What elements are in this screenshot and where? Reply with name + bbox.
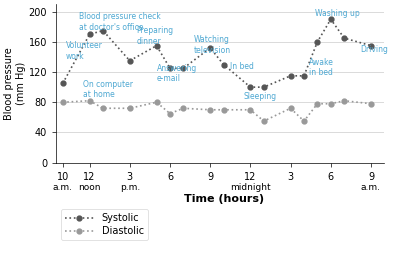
Systolic [329,18,333,21]
Text: Awake
in bed: Awake in bed [309,58,334,77]
Text: a.m.: a.m. [361,183,381,192]
Diastolic [181,107,186,110]
Systolic [315,40,320,43]
Systolic [221,63,226,66]
Diastolic [127,107,132,110]
Line: Systolic: Systolic [60,17,374,90]
Text: Washing up: Washing up [315,9,359,18]
Diastolic [262,120,266,123]
Legend: Systolic, Diastolic: Systolic, Diastolic [61,210,148,240]
Text: p.m.: p.m. [120,183,140,192]
Diastolic [100,107,105,110]
Systolic [181,67,186,70]
Text: midnight: midnight [230,183,271,192]
Systolic [87,33,92,36]
Systolic [127,59,132,62]
Systolic [60,82,65,85]
Text: On computer
at home: On computer at home [83,80,133,99]
Systolic [302,74,307,77]
Text: Preparing
dinner: Preparing dinner [136,26,174,46]
Diastolic [329,102,333,105]
Diastolic [288,107,293,110]
Diastolic [154,101,159,104]
Text: In bed: In bed [230,62,254,70]
Systolic [342,36,347,40]
Text: Answering
e-mail: Answering e-mail [156,64,197,83]
Diastolic [315,102,320,105]
Diastolic [87,99,92,102]
Text: Driving: Driving [360,45,388,54]
Diastolic [167,112,172,115]
Diastolic [208,108,212,112]
Diastolic [60,101,65,104]
Diastolic [302,120,307,123]
Systolic [369,44,374,47]
Y-axis label: Blood pressure
(mm Hg): Blood pressure (mm Hg) [4,47,26,120]
Systolic [167,67,172,70]
Text: noon: noon [78,183,101,192]
Line: Diastolic: Diastolic [60,98,374,124]
Text: Time (hours): Time (hours) [184,194,264,204]
Text: Watching
television: Watching television [194,35,231,55]
Systolic [262,86,266,89]
Systolic [288,74,293,77]
Text: Blood pressure check
at doctor's office: Blood pressure check at doctor's office [79,12,161,32]
Diastolic [342,99,347,102]
Systolic [100,29,105,32]
Text: Volunteer
work: Volunteer work [65,41,102,61]
Text: a.m.: a.m. [53,183,73,192]
Text: Sleeping: Sleeping [243,92,277,101]
Systolic [154,44,159,47]
Diastolic [369,102,374,105]
Diastolic [221,108,226,112]
Systolic [248,86,253,89]
Systolic [208,46,212,49]
Diastolic [248,108,253,112]
